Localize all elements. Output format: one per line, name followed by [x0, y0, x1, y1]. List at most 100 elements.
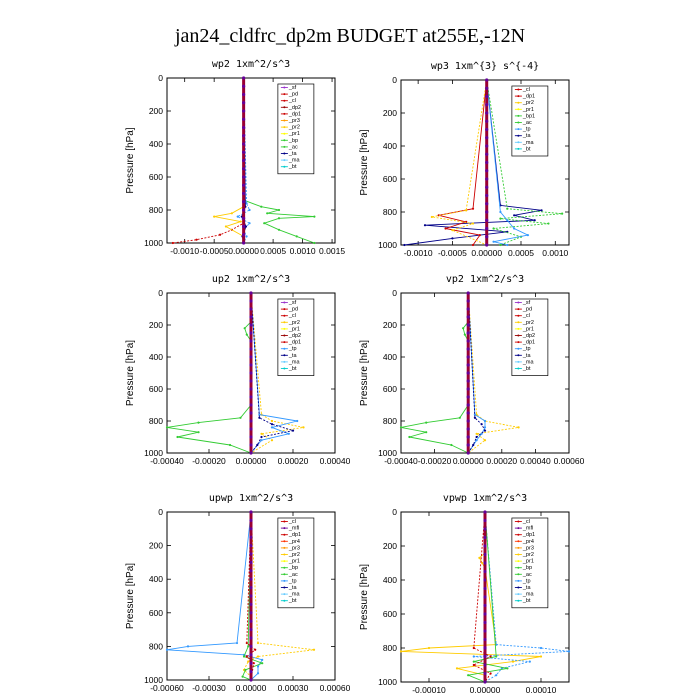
data-point — [252, 662, 255, 665]
zero-profile-point — [249, 628, 253, 632]
legend-marker — [517, 314, 520, 317]
legend-box — [277, 517, 315, 609]
legend-entry: _pd — [288, 92, 298, 98]
zero-profile-point — [483, 535, 487, 540]
zero-profile-point — [485, 136, 489, 140]
zero-profile-point — [466, 419, 470, 423]
data-point — [450, 443, 453, 447]
zero-profile-point — [242, 142, 246, 146]
data-point — [277, 208, 281, 212]
data-point — [451, 229, 454, 232]
zero-profile-point — [466, 339, 470, 343]
legend-entry: _ac — [288, 144, 298, 150]
y-tick-label: 600 — [149, 384, 163, 394]
panel-6: vpwp 1xm^2/s^3 Pressure [hPa] 0 200 400 600 80… — [359, 493, 571, 695]
data-point — [483, 429, 487, 432]
zero-profile-point — [483, 603, 487, 608]
legend-marker — [517, 566, 520, 569]
data-point — [261, 658, 264, 661]
zero-profile-point — [483, 518, 487, 523]
zero-profile-point — [485, 243, 489, 247]
y-tick-label: 1000 — [378, 677, 397, 687]
legend-entry: _cl — [522, 313, 530, 319]
data-point — [270, 439, 274, 442]
zero-profile-point — [242, 216, 246, 220]
zero-profile-point — [249, 331, 253, 335]
data-point — [176, 435, 179, 439]
data-point — [475, 435, 478, 439]
zero-profile-point — [466, 387, 470, 391]
zero-profile-point — [249, 527, 253, 531]
data-point — [472, 646, 475, 650]
legend-marker — [517, 101, 520, 104]
legend-marker — [283, 540, 286, 543]
data-point — [295, 235, 298, 238]
legend-marker — [283, 546, 286, 549]
data-point — [260, 439, 263, 442]
y-axis-label: Pressure [hPa] — [359, 129, 370, 195]
y-tick-label: 1000 — [378, 240, 397, 250]
legend-marker — [517, 520, 520, 523]
legend-marker — [517, 367, 520, 370]
data-point — [171, 241, 174, 245]
panel-5: upwp 1xm^2/s^3 Pressure [hPa] 0 200 400 600 80… — [125, 493, 351, 693]
legend-marker — [283, 327, 286, 330]
zero-profile-point — [466, 451, 470, 455]
data-point — [197, 431, 200, 434]
data-point — [513, 214, 516, 217]
data-point — [475, 432, 478, 435]
series-line-bp — [236, 77, 251, 244]
legend-entry: _cl — [522, 87, 530, 93]
zero-profile-point — [483, 671, 487, 676]
zero-profile-point — [485, 152, 489, 156]
zero-profile-point — [249, 307, 253, 311]
legend-entry: _ma — [288, 359, 301, 365]
data-point — [495, 655, 498, 658]
legend-marker — [517, 141, 520, 144]
zero-profile-point — [249, 661, 253, 665]
data-point — [258, 413, 261, 416]
data-point — [247, 660, 250, 663]
y-axis-label: Pressure [hPa] — [125, 127, 136, 193]
x-tick-label: 0.00010 — [526, 685, 557, 695]
zero-profile-point — [249, 451, 253, 455]
x-tick-label: 0.00000 — [471, 248, 502, 258]
legend-marker — [517, 108, 520, 111]
data-point — [256, 655, 260, 658]
legend-entry: _pr1 — [288, 326, 300, 332]
zero-profile-point — [483, 569, 487, 574]
y-tick-label: 400 — [383, 352, 397, 362]
legend-entry: _bp — [288, 138, 298, 144]
data-point — [241, 675, 244, 678]
zero-profile-point — [249, 535, 253, 539]
data-point — [425, 431, 428, 434]
zero-profile-point — [249, 644, 253, 649]
panel-1: wp2 1xm^2/s^3 Pressure [hPa] 0 200 400 600 800… — [125, 59, 345, 256]
legend-marker — [517, 573, 520, 576]
data-point — [245, 235, 248, 238]
y-tick-label: 0 — [158, 288, 163, 298]
legend-marker — [283, 520, 286, 523]
legend-entry: _ma — [288, 592, 301, 598]
zero-profile-point — [249, 518, 253, 523]
zero-profile-point — [483, 510, 487, 514]
legend-marker — [283, 119, 286, 122]
data-point — [312, 648, 316, 651]
x-tick-label: -0.00030 — [192, 683, 226, 693]
legend-entry: _pr2 — [522, 320, 534, 326]
legend-marker — [283, 145, 286, 148]
zero-profile-point — [249, 569, 253, 573]
plot-frame — [400, 79, 570, 246]
legend-marker — [283, 334, 286, 337]
legend-marker — [283, 112, 286, 115]
legend-marker — [517, 114, 520, 117]
legend-entry: _ta — [522, 353, 532, 359]
data-point — [472, 443, 475, 447]
zero-profile-point — [483, 612, 487, 616]
legend-marker — [283, 360, 286, 363]
data-point — [256, 641, 260, 645]
legend-entry: _cl — [522, 519, 530, 525]
legend-entry: _bt — [288, 164, 297, 170]
legend-entry: _cl — [288, 313, 296, 319]
series-line-dp1 — [214, 78, 245, 243]
